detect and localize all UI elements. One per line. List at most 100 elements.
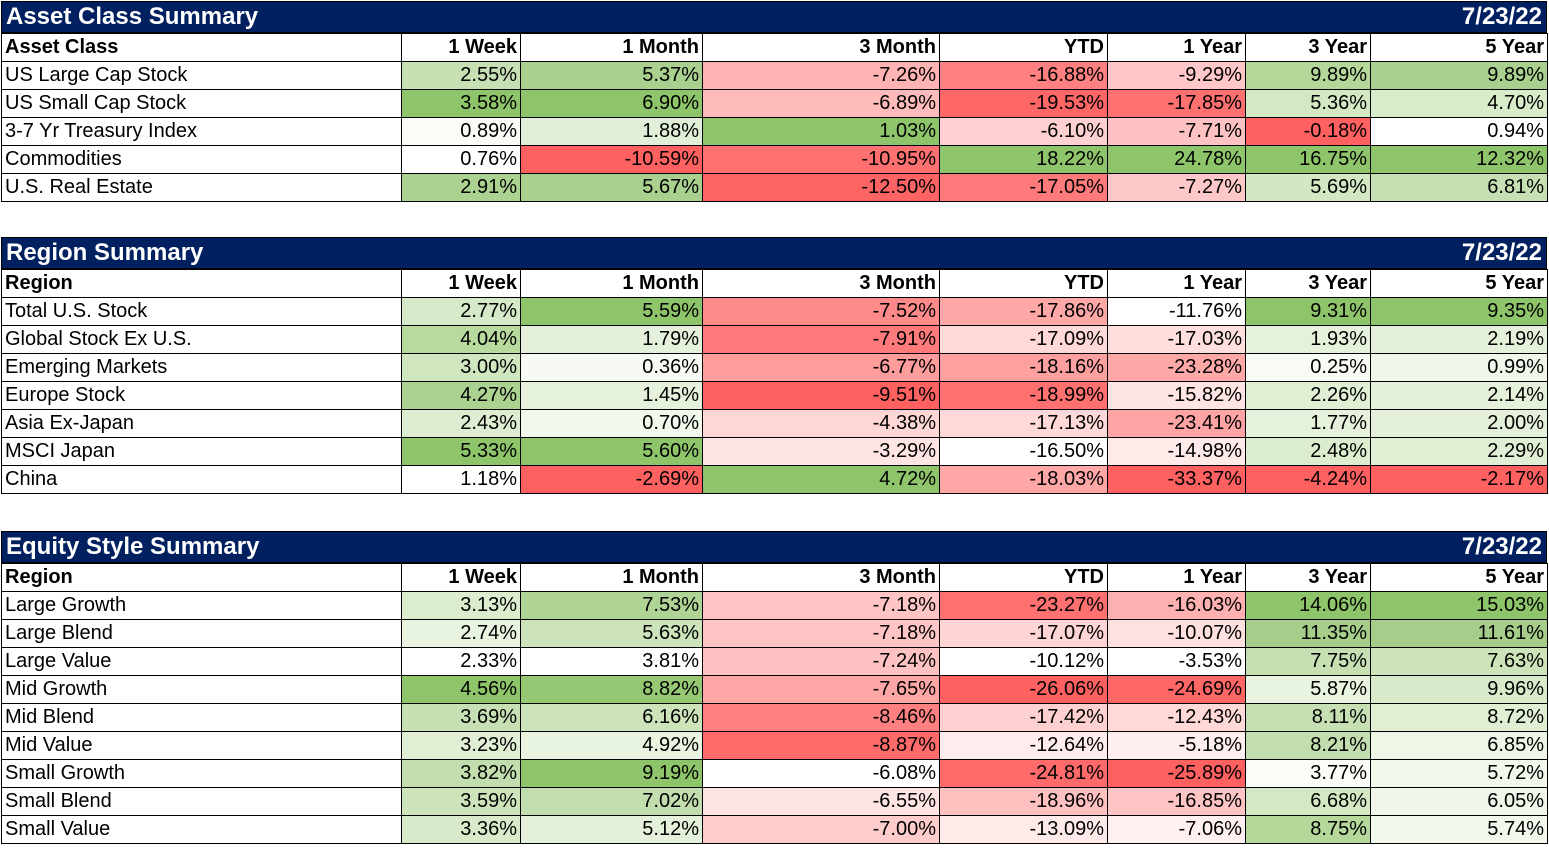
return-cell: 2.26% — [1245, 381, 1371, 410]
row-label: Large Growth — [1, 591, 402, 620]
row-label: Small Blend — [1, 787, 402, 816]
return-cell: 2.14% — [1370, 381, 1548, 410]
table-row: U.S. Real Estate 2.91% 5.67% -12.50% -17.05%… — [1, 173, 1548, 202]
column-header: 3 Year — [1245, 33, 1371, 62]
return-cell: 3.36% — [401, 815, 521, 844]
return-cell: 0.94% — [1370, 117, 1548, 146]
return-cell: 1.03% — [702, 117, 940, 146]
table-row: Global Stock Ex U.S. 4.04% 1.79% -7.91% -17.… — [1, 325, 1548, 354]
return-cell: 7.75% — [1245, 647, 1371, 676]
return-cell: -9.51% — [702, 381, 940, 410]
return-cell: 5.60% — [520, 437, 703, 466]
table-row: Small Blend 3.59% 7.02% -6.55% -18.96% -16.85… — [1, 787, 1548, 816]
return-cell: -7.06% — [1107, 815, 1246, 844]
return-cell: 5.36% — [1245, 89, 1371, 118]
return-cell: -5.18% — [1107, 731, 1246, 760]
section-date: 7/23/22 — [1461, 3, 1542, 30]
return-cell: -18.99% — [939, 381, 1108, 410]
return-cell: -18.03% — [939, 465, 1108, 494]
return-cell: -17.07% — [939, 619, 1108, 648]
return-cell: -6.08% — [702, 759, 940, 788]
return-cell: -7.26% — [702, 61, 940, 90]
return-cell: -6.10% — [939, 117, 1108, 146]
row-label: US Small Cap Stock — [1, 89, 402, 118]
return-cell: -25.89% — [1107, 759, 1246, 788]
return-cell: 7.53% — [520, 591, 703, 620]
column-header: YTD — [939, 269, 1108, 298]
return-cell: -6.55% — [702, 787, 940, 816]
return-cell: 6.81% — [1370, 173, 1548, 202]
table-row: Emerging Markets 3.00% 0.36% -6.77% -18.16% -… — [1, 353, 1548, 382]
section-title-bar: Equity Style Summary 7/23/22 — [1, 531, 1547, 563]
return-cell: -12.43% — [1107, 703, 1246, 732]
table-row: MSCI Japan 5.33% 5.60% -3.29% -16.50% -14.98%… — [1, 437, 1548, 466]
column-header: 3 Year — [1245, 269, 1371, 298]
return-cell: 4.70% — [1370, 89, 1548, 118]
return-cell: 5.74% — [1370, 815, 1548, 844]
asset-class-summary-section: Asset Class Summary 7/23/22 Asset Class 1 W… — [1, 1, 1548, 202]
return-cell: 9.89% — [1370, 61, 1548, 90]
row-label: Europe Stock — [1, 381, 402, 410]
column-header: 3 Month — [702, 563, 940, 592]
return-cell: 7.02% — [520, 787, 703, 816]
return-cell: 6.05% — [1370, 787, 1548, 816]
return-cell: -14.98% — [1107, 437, 1246, 466]
table-row: US Large Cap Stock 2.55% 5.37% -7.26% -16.88… — [1, 61, 1548, 90]
return-cell: -17.03% — [1107, 325, 1246, 354]
table-row: Mid Value 3.23% 4.92% -8.87% -12.64% -5.18% 8.… — [1, 731, 1548, 760]
return-cell: -3.29% — [702, 437, 940, 466]
return-cell: 5.37% — [520, 61, 703, 90]
equity-style-summary-section: Equity Style Summary 7/23/22 Region 1 Week 1… — [1, 531, 1548, 844]
column-header-category: Region — [1, 563, 402, 592]
row-label: MSCI Japan — [1, 437, 402, 466]
column-header: 3 Month — [702, 33, 940, 62]
return-cell: -10.07% — [1107, 619, 1246, 648]
return-cell: 9.19% — [520, 759, 703, 788]
table-row: Large Value 2.33% 3.81% -7.24% -10.12% -3.53%… — [1, 647, 1548, 676]
section-title-bar: Asset Class Summary 7/23/22 — [1, 1, 1547, 33]
return-cell: 5.33% — [401, 437, 521, 466]
return-cell: 7.63% — [1370, 647, 1548, 676]
return-cell: 1.93% — [1245, 325, 1371, 354]
return-cell: 12.32% — [1370, 145, 1548, 174]
table-row: Large Blend 2.74% 5.63% -7.18% -17.07% -10.07… — [1, 619, 1548, 648]
return-cell: 8.72% — [1370, 703, 1548, 732]
column-header: 1 Week — [401, 33, 521, 62]
return-cell: -16.03% — [1107, 591, 1246, 620]
column-header: 1 Month — [520, 269, 703, 298]
return-cell: -7.24% — [702, 647, 940, 676]
return-cell: -19.53% — [939, 89, 1108, 118]
row-label: Commodities — [1, 145, 402, 174]
return-cell: 1.79% — [520, 325, 703, 354]
row-label: Large Value — [1, 647, 402, 676]
section-date: 7/23/22 — [1461, 533, 1542, 560]
return-cell: -17.42% — [939, 703, 1108, 732]
return-cell: 2.33% — [401, 647, 521, 676]
return-cell: 2.19% — [1370, 325, 1548, 354]
column-header-category: Region — [1, 269, 402, 298]
column-header: 5 Year — [1370, 33, 1548, 62]
column-header: 1 Month — [520, 563, 703, 592]
return-cell: 4.56% — [401, 675, 521, 704]
return-cell: -8.87% — [702, 731, 940, 760]
return-cell: 5.12% — [520, 815, 703, 844]
return-cell: 5.72% — [1370, 759, 1548, 788]
section-title: Asset Class Summary — [6, 3, 259, 30]
column-header: 1 Week — [401, 563, 521, 592]
column-header-category: Asset Class — [1, 33, 402, 62]
return-cell: -3.53% — [1107, 647, 1246, 676]
return-cell: 9.89% — [1245, 61, 1371, 90]
table-row: Small Value 3.36% 5.12% -7.00% -13.09% -7.06%… — [1, 815, 1548, 844]
row-label: Large Blend — [1, 619, 402, 648]
return-cell: -6.89% — [702, 89, 940, 118]
table-row: 3-7 Yr Treasury Index 0.89% 1.88% 1.03% -6.1… — [1, 117, 1548, 146]
table-row: Large Growth 3.13% 7.53% -7.18% -23.27% -16.0… — [1, 591, 1548, 620]
return-cell: 3.59% — [401, 787, 521, 816]
table-row: Small Growth 3.82% 9.19% -6.08% -24.81% -25.8… — [1, 759, 1548, 788]
return-cell: -12.50% — [702, 173, 940, 202]
column-header: 3 Year — [1245, 563, 1371, 592]
column-header: 1 Year — [1107, 563, 1246, 592]
row-label: Asia Ex-Japan — [1, 409, 402, 438]
return-cell: 6.68% — [1245, 787, 1371, 816]
return-cell: -10.59% — [520, 145, 703, 174]
